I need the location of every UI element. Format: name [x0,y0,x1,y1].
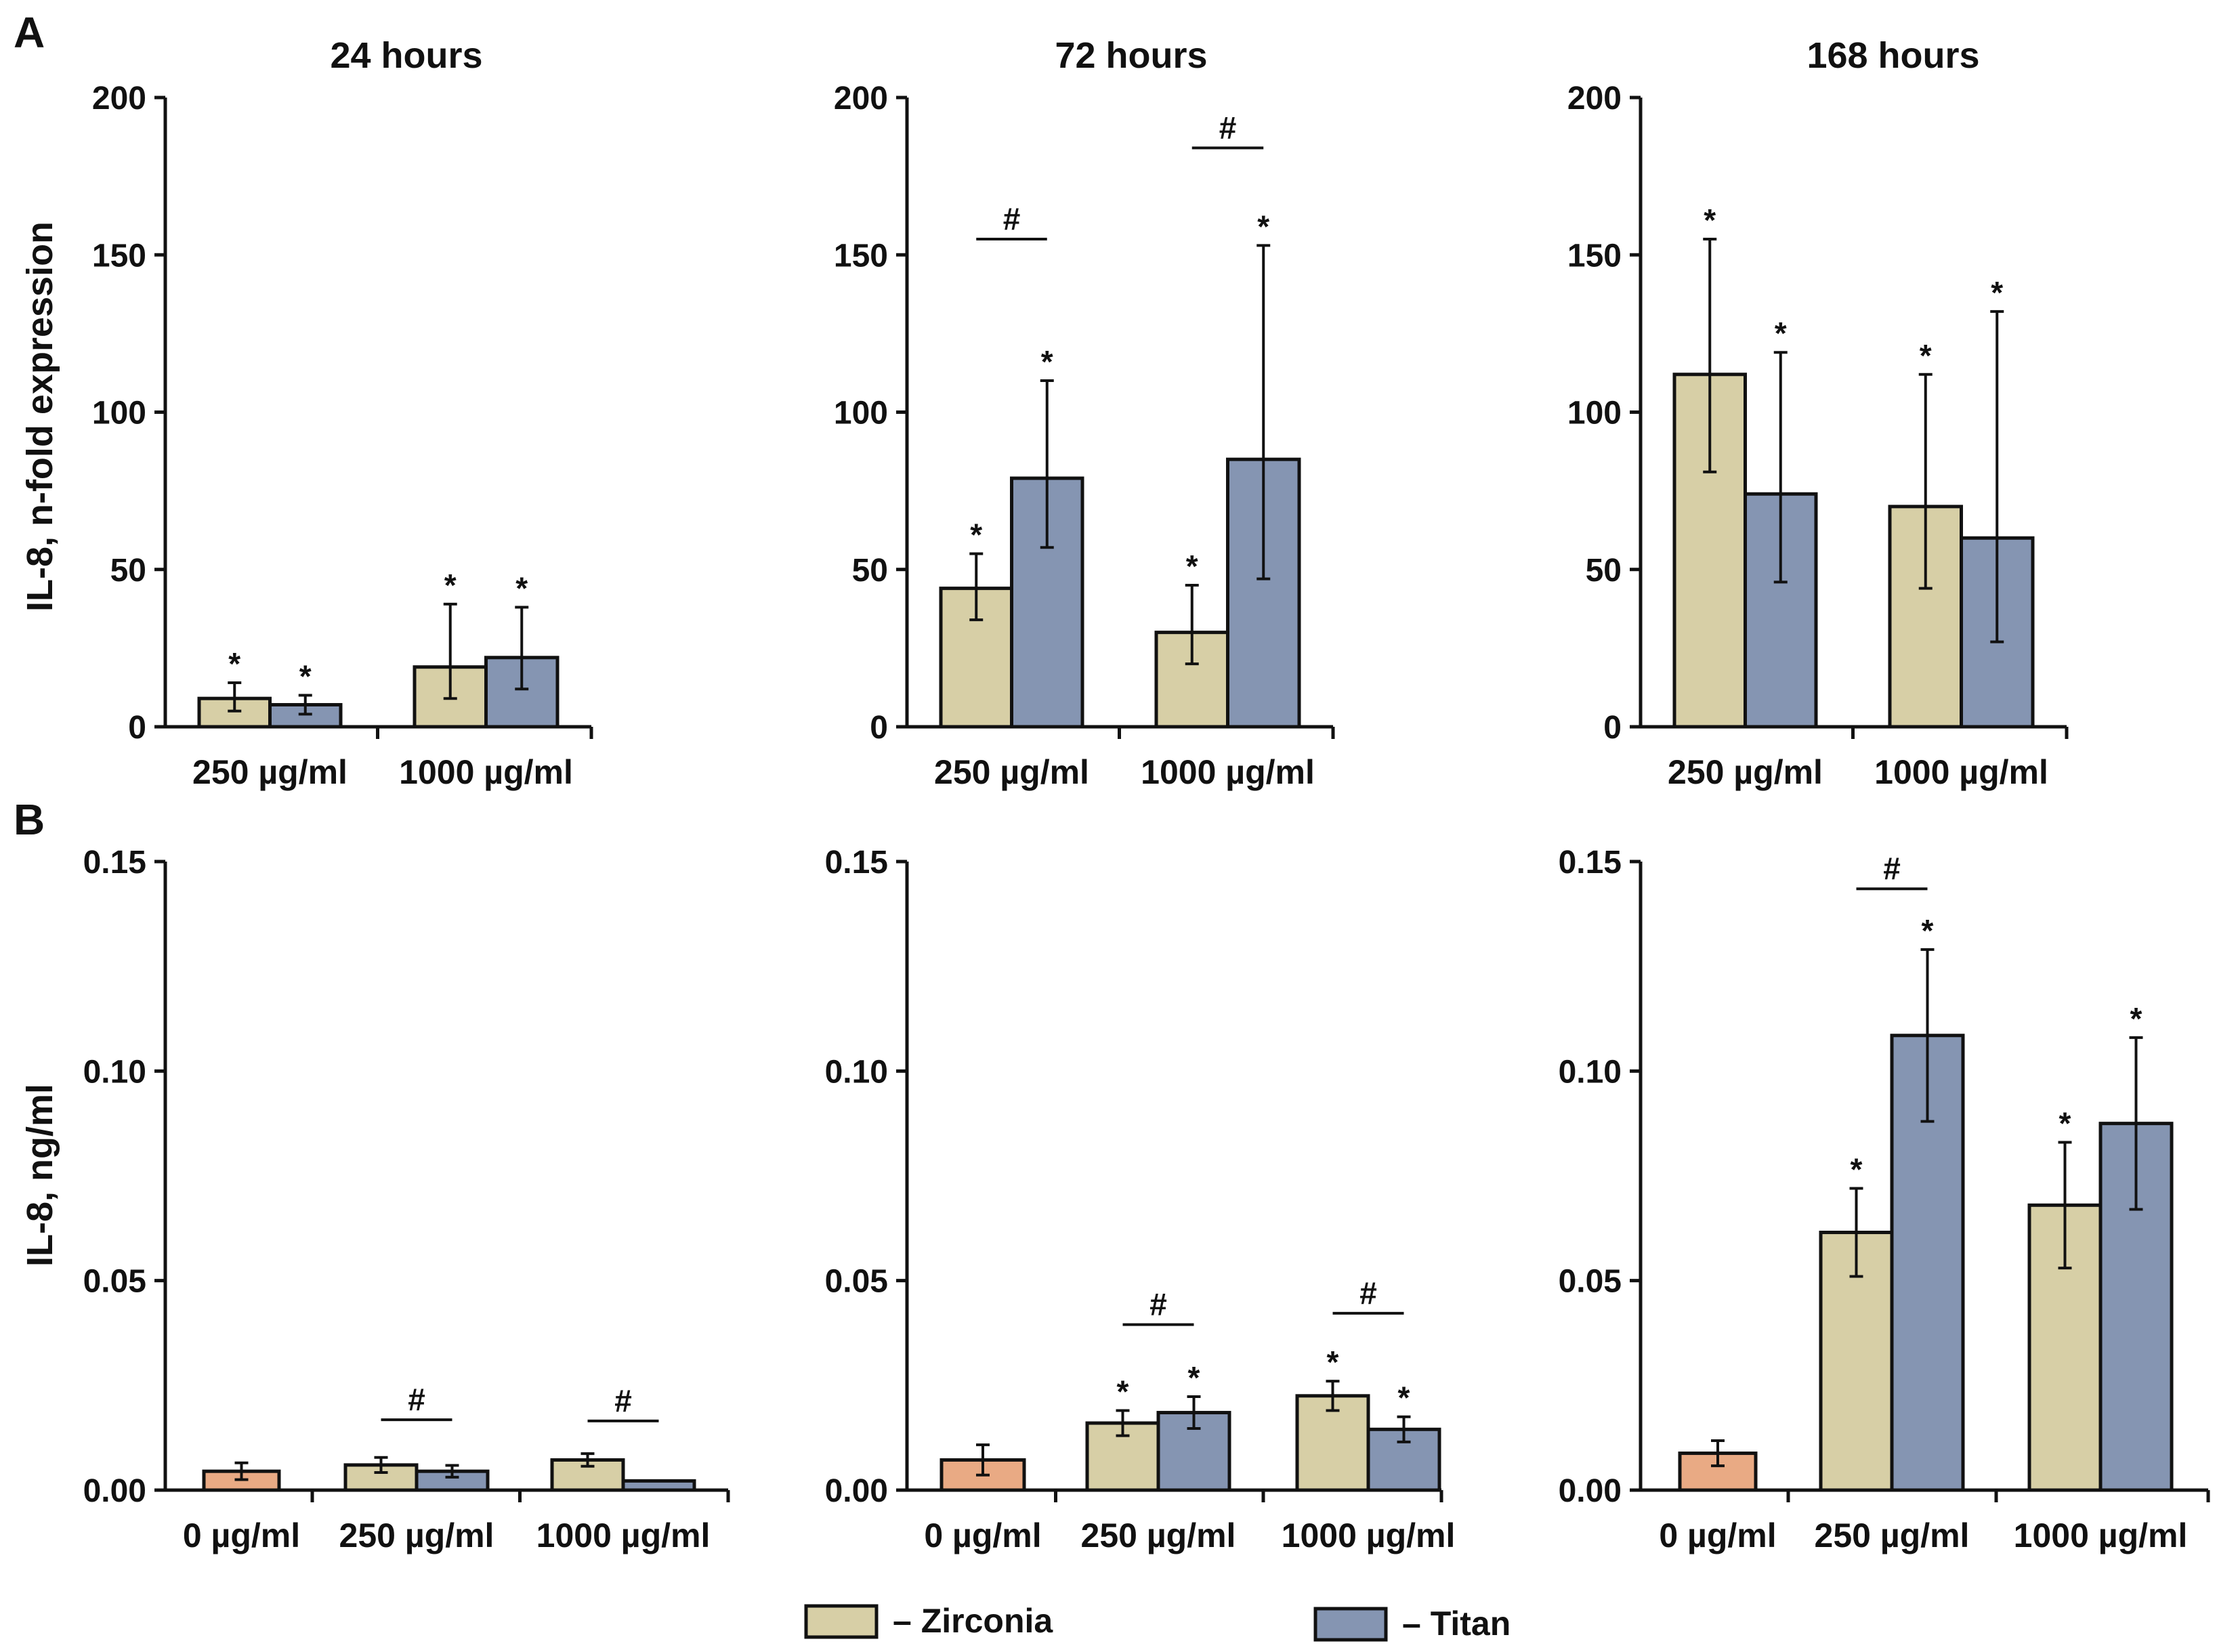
legend-swatch-titan [1313,1607,1388,1642]
significance-star: * [1398,1380,1410,1416]
x-category-label: 250 µg/ml [192,753,347,791]
y-tick-label: 0.00 [83,1473,146,1509]
y-tick-label: 50 [1586,553,1622,589]
chart-4: 0.00 0.05 0.10 0.15 IL-8, ng/ml 0 µg/ml 250 µg… [20,845,730,1554]
y-tick-label: 50 [110,553,146,589]
y-tick-label: 150 [834,238,888,274]
chart-title: 168 hours [1807,35,1979,76]
chart-3: 0 50 100 150 200 168 hours 250 µg/ml * * 1000 µg/… [1567,35,2069,791]
y-tick-label: 100 [834,396,888,431]
significance-star: * [2059,1106,2071,1141]
x-category-label: 1000 µg/ml [536,1517,711,1554]
y-tick-label: 0.05 [83,1264,146,1300]
significance-star: * [1922,913,1934,948]
significance-star: * [1188,1360,1200,1395]
bar-titan [621,1479,696,1492]
significance-star: * [2130,1001,2142,1036]
significance-star: * [515,570,528,606]
chart-2: 0 50 100 150 200 72 hours 250 µg/ml * * 1000 µg/m… [834,35,1335,791]
y-tick-label: 200 [92,81,146,117]
significance-hash: # [408,1382,425,1417]
y-tick-label: 50 [852,553,888,589]
significance-star: * [299,659,312,694]
significance-hash: # [1219,110,1237,145]
y-axis-label: IL-8, n-fold expression [20,221,60,612]
significance-star: * [1920,338,1932,373]
x-category-label: 1000 µg/ml [2014,1517,2188,1554]
significance-star: * [1186,549,1198,584]
y-tick-label: 0.10 [1559,1054,1622,1090]
y-axis-label: IL-8, ng/ml [20,1084,60,1267]
y-tick-label: 0.00 [825,1473,888,1509]
panel-label-b: B [14,795,45,844]
y-tick-label: 0.15 [83,845,146,881]
y-tick-label: 0.15 [1559,845,1622,881]
x-category-label: 1000 µg/ml [399,753,573,791]
charts-group: 0 50 100 150 200 24 hours IL-8, n-fold express… [20,35,2210,1554]
x-category-label: 1000 µg/ml [1141,753,1315,791]
y-tick-label: 0.10 [825,1054,888,1090]
y-tick-label: 0.10 [83,1054,146,1090]
y-tick-label: 150 [1567,238,1622,274]
y-tick-label: 0.15 [825,845,888,881]
y-tick-label: 0 [1603,710,1622,746]
x-category-label: 250 µg/ml [1815,1517,1970,1554]
significance-star: * [1704,203,1716,238]
x-category-label: 250 µg/ml [1668,753,1823,791]
legend: – Zirconia – Titan [804,1602,1511,1643]
significance-star: * [1041,344,1053,379]
y-tick-label: 100 [92,396,146,431]
x-category-label: 0 µg/ml [1659,1517,1776,1554]
significance-star: * [1851,1152,1863,1187]
x-category-label: 0 µg/ml [924,1517,1041,1554]
significance-hash: # [1883,851,1901,886]
chart-5: 0.00 0.05 0.10 0.15 0 µg/ml 250 µg/ml * * 1000 µ… [825,845,1456,1554]
y-tick-label: 0 [128,710,146,746]
significance-star: * [1991,275,2003,310]
y-tick-label: 0.05 [825,1264,888,1300]
significance-star: * [970,517,982,553]
y-tick-label: 0.00 [1559,1473,1622,1509]
significance-hash: # [1003,201,1021,236]
y-tick-label: 0 [870,710,888,746]
y-tick-label: 200 [834,81,888,117]
chart-6: 0.00 0.05 0.10 0.15 0 µg/ml 250 µg/ml * * 1000 µ… [1559,845,2210,1554]
panel-label-a: A [14,8,45,57]
significance-hash: # [1359,1275,1377,1311]
chart-title: 24 hours [330,35,482,76]
y-tick-label: 100 [1567,396,1622,431]
x-category-label: 0 µg/ml [183,1517,300,1554]
significance-star: * [1117,1374,1129,1409]
legend-label-zirconia: – Zirconia [893,1602,1053,1640]
significance-star: * [1327,1344,1339,1380]
x-category-label: 1000 µg/ml [1282,1517,1456,1554]
chart-title: 72 hours [1055,35,1207,76]
bar-titan [1226,457,1301,729]
y-tick-label: 0.05 [1559,1264,1622,1300]
significance-hash: # [1149,1287,1167,1322]
x-category-label: 1000 µg/ml [1874,753,2048,791]
x-category-label: 250 µg/ml [934,753,1089,791]
y-tick-label: 150 [92,238,146,274]
chart-1: 0 50 100 150 200 24 hours IL-8, n-fold express… [20,35,593,791]
significance-star: * [1257,209,1269,244]
significance-star: * [444,568,457,603]
x-category-label: 250 µg/ml [339,1517,494,1554]
y-tick-label: 200 [1567,81,1622,117]
significance-hash: # [614,1383,632,1418]
significance-star: * [1775,316,1787,351]
x-category-label: 250 µg/ml [1081,1517,1236,1554]
legend-label-titan: – Titan [1402,1605,1511,1643]
legend-swatch-zirconia [804,1604,879,1639]
significance-star: * [228,646,240,681]
